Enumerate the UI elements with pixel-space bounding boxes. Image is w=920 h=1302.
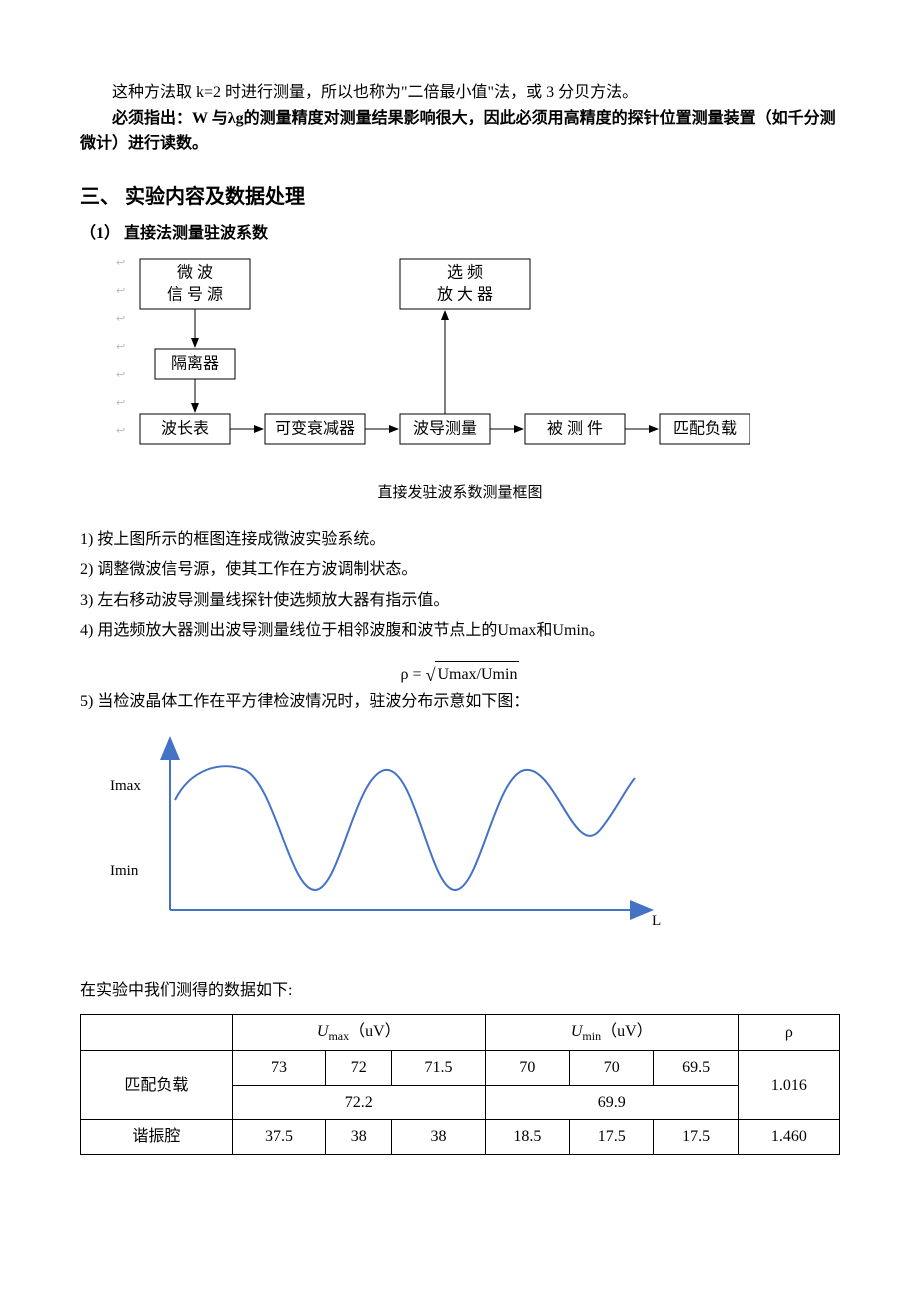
cell: 17.5 [654, 1120, 738, 1155]
step-1: 1) 按上图所示的框图连接成微波实验系统。 [80, 525, 840, 555]
formula-radicand: Umax/Umin [435, 661, 519, 688]
box-measure-label: 波导测量 [413, 420, 477, 438]
umax-symbol: U [317, 1023, 329, 1040]
grey-marker: ↩ [116, 285, 125, 297]
header-blank [81, 1014, 233, 1050]
header-umin: Umin（uV） [485, 1014, 738, 1050]
grey-marker: ↩ [116, 341, 125, 353]
cell: 70 [570, 1051, 654, 1086]
box-isolator-label: 隔离器 [171, 355, 219, 373]
step-4: 4) 用选频放大器测出波导测量线位于相邻波腹和波节点上的Umax和Umin。 [80, 616, 840, 646]
header-umax: Umax（uV） [232, 1014, 485, 1050]
umax-sub: max [328, 1029, 349, 1043]
grey-marker: ↩ [116, 313, 125, 325]
cell: 69.5 [654, 1051, 738, 1086]
step-2: 2) 调整微波信号源，使其工作在方波调制状态。 [80, 555, 840, 585]
cell: 38 [392, 1120, 485, 1155]
cell: 18.5 [485, 1120, 569, 1155]
step-3: 3) 左右移动波导测量线探针使选频放大器有指示值。 [80, 586, 840, 616]
imax-label: Imax [110, 778, 141, 794]
table-intro: 在实验中我们测得的数据如下: [80, 978, 840, 1004]
step-5: 5) 当检波晶体工作在平方律检波情况时，驻波分布示意如下图： [80, 687, 840, 717]
box-amp-label-2: 放 大 器 [437, 286, 493, 304]
umax-unit: （uV） [349, 1023, 401, 1040]
standing-wave-curve [175, 766, 635, 890]
cell: 72 [326, 1051, 392, 1086]
imin-label: Imin [110, 863, 139, 879]
row-load-label: 匹配负载 [81, 1051, 233, 1120]
grey-marker: ↩ [116, 257, 125, 269]
cell: 38 [326, 1120, 392, 1155]
cell-rho: 1.460 [738, 1120, 839, 1155]
cell-umin-avg: 69.9 [485, 1085, 738, 1120]
umin-symbol: U [571, 1023, 583, 1040]
intro-para-1: 这种方法取 k=2 时进行测量，所以也称为"二倍最小值"法，或 3 分贝方法。 [80, 80, 840, 106]
table-header-row: Umax（uV） Umin（uV） ρ [81, 1014, 840, 1050]
cell: 37.5 [232, 1120, 325, 1155]
cell: 70 [485, 1051, 569, 1086]
block-diagram-caption: 直接发驻波系数测量框图 [80, 481, 840, 505]
section-3-title: 三、 实验内容及数据处理 [80, 181, 840, 213]
grey-marker: ↩ [116, 397, 125, 409]
box-dut-label: 被 测 件 [547, 420, 603, 438]
table-row: 匹配负载 73 72 71.5 70 70 69.5 1.016 [81, 1051, 840, 1086]
box-attenuator-label: 可变衰减器 [275, 420, 355, 438]
standing-wave-diagram: Imax Imin L [100, 730, 840, 939]
cell: 73 [232, 1051, 325, 1086]
block-diagram: ↩ ↩ ↩ ↩ ↩ ↩ ↩ 微 波 信 号 源 选 频 放 大 器 隔离器 波长… [110, 254, 840, 473]
box-wavemeter-label: 波长表 [161, 420, 209, 438]
box-amp-label-1: 选 频 [447, 264, 483, 282]
section-3-sub-1: （1） 直接法测量驻波系数 [80, 221, 840, 247]
box-load-label: 匹配负载 [673, 420, 737, 438]
cell: 17.5 [570, 1120, 654, 1155]
formula-rho: ρ = √Umax/Umin [80, 659, 840, 688]
grey-marker: ↩ [116, 369, 125, 381]
umin-sub: min [582, 1029, 601, 1043]
cell: 71.5 [392, 1051, 485, 1086]
cell-umax-avg: 72.2 [232, 1085, 485, 1120]
formula-lhs: ρ = [401, 666, 426, 683]
grey-marker: ↩ [116, 425, 125, 437]
intro-para-2: 必须指出：W 与λg的测量精度对测量结果影响很大，因此必须用高精度的探针位置测量… [80, 106, 840, 157]
x-axis-label: L [652, 913, 661, 929]
cell-rho: 1.016 [738, 1051, 839, 1120]
table-row: 谐振腔 37.5 38 38 18.5 17.5 17.5 1.460 [81, 1120, 840, 1155]
header-rho: ρ [738, 1014, 839, 1050]
data-table: Umax（uV） Umin（uV） ρ 匹配负载 73 72 71.5 70 7… [80, 1014, 840, 1155]
box-source-label-2: 信 号 源 [167, 286, 223, 304]
box-source-label-1: 微 波 [177, 264, 213, 282]
row-cavity-label: 谐振腔 [81, 1120, 233, 1155]
umin-unit: （uV） [601, 1023, 653, 1040]
